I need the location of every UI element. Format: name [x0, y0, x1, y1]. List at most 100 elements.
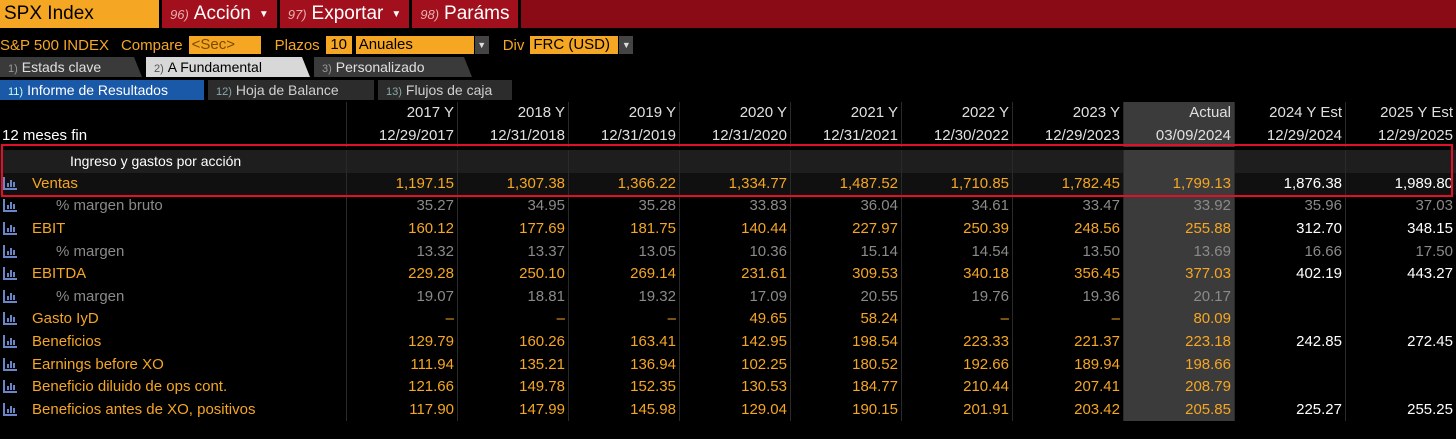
tab-flujos-caja[interactable]: 13) Flujos de caja — [378, 80, 512, 100]
value-cell: 225.27 — [1234, 398, 1345, 422]
table-row[interactable]: % margen 19.07 18.81 19.32 17.09 20.55 19.76 19… — [0, 285, 1456, 309]
table-row[interactable]: Beneficios 129.79 160.26 163.41 142.95 198.54… — [0, 330, 1456, 354]
bar-chart-icon[interactable] — [3, 357, 17, 371]
value-cell: 248.56 — [1012, 217, 1123, 241]
value-cell: – — [457, 308, 568, 331]
bar-chart-icon[interactable] — [3, 312, 17, 326]
value-cell: 13.69 — [1123, 240, 1234, 264]
tab-label: Informe de Resultados — [27, 82, 168, 98]
value-cell: 145.98 — [568, 398, 679, 422]
table-row[interactable]: Earnings before XO 111.94 135.21 136.94 102.… — [0, 353, 1456, 377]
secondary-tabs: 11) Informe de Resultados 12) Hoja de Bala… — [0, 80, 516, 100]
table-row[interactable]: Ventas 1,197.15 1,307.38 1,366.22 1,334.77 1,… — [0, 172, 1456, 196]
value-cell: 13.37 — [457, 240, 568, 264]
column-header-year: 2017 Y — [346, 102, 457, 125]
value-cell: – — [346, 308, 457, 331]
table-row[interactable]: % margen 13.32 13.37 13.05 10.36 15.14 14.54 13… — [0, 240, 1456, 264]
tab-estads-clave[interactable]: 1) Estads clave — [0, 57, 142, 77]
bar-chart-icon[interactable] — [3, 402, 17, 416]
value-cell: 312.70 — [1234, 217, 1345, 241]
header-row-dates: 12 meses fin 12/29/2017 12/31/2018 12/31/20… — [0, 124, 1456, 148]
value-cell: 20.17 — [1123, 285, 1234, 309]
row-label: Beneficio diluido de ops cont. — [32, 378, 228, 396]
menu-number: 98) — [420, 6, 440, 22]
table-row[interactable]: Beneficio diluido de ops cont. 121.66 149.… — [0, 376, 1456, 399]
tab-informe-resultados[interactable]: 11) Informe de Resultados — [0, 80, 204, 100]
value-cell: 443.27 — [1345, 263, 1456, 286]
row-label: % margen — [56, 287, 125, 305]
row-label: Gasto IyD — [32, 310, 99, 328]
value-cell: 33.92 — [1123, 195, 1234, 218]
tab-number: 3) — [322, 63, 332, 75]
tab-a-fundamental[interactable]: 2) A Fundamental — [146, 57, 310, 77]
index-name: S&P 500 INDEX — [0, 36, 109, 54]
value-cell: 1,366.22 — [568, 172, 679, 196]
table-row[interactable]: Beneficios antes de XO, positivos 117.90 1… — [0, 398, 1456, 422]
value-cell: 163.41 — [568, 330, 679, 354]
value-cell: 58.24 — [790, 308, 901, 331]
bar-chart-icon[interactable] — [3, 244, 17, 258]
bar-chart-icon[interactable] — [3, 334, 17, 348]
value-cell: 190.15 — [790, 398, 901, 422]
value-cell: 203.42 — [1012, 398, 1123, 422]
menu-label: Paráms — [444, 3, 510, 24]
value-cell: 269.14 — [568, 263, 679, 286]
bar-chart-icon[interactable] — [3, 380, 17, 394]
tab-hoja-balance[interactable]: 12) Hoja de Balance — [208, 80, 374, 100]
column-header-year: 2021 Y — [790, 102, 901, 125]
bar-chart-icon[interactable] — [3, 289, 17, 303]
value-cell: – — [901, 308, 1012, 331]
period-label: 12 meses fin — [2, 126, 88, 144]
value-cell: 130.53 — [679, 376, 790, 399]
value-cell — [1345, 376, 1456, 399]
value-cell: 17.09 — [679, 285, 790, 309]
column-header-year: 2023 Y — [1012, 102, 1123, 125]
bar-chart-icon[interactable] — [3, 267, 17, 281]
ticker-field[interactable]: SPX Index — [0, 0, 162, 28]
menu-number: 97) — [287, 6, 307, 22]
value-cell: 309.53 — [790, 263, 901, 286]
section-title: Ingreso y gastos por acción — [70, 153, 242, 170]
value-cell: 242.85 — [1234, 330, 1345, 354]
plazos-period-select[interactable]: Anuales — [355, 36, 474, 54]
table-row[interactable]: Gasto IyD – – –49.65 58.24– –80.09 — [0, 308, 1456, 331]
accion-menu-button[interactable]: 96) Acción ▼ — [162, 0, 280, 28]
bar-chart-icon[interactable] — [3, 199, 17, 213]
value-cell — [1345, 353, 1456, 377]
tab-personalizado[interactable]: 3) Personalizado — [314, 57, 472, 77]
value-cell: 160.12 — [346, 217, 457, 241]
value-cell: 140.44 — [679, 217, 790, 241]
table-row[interactable]: % margen bruto 35.27 34.95 35.28 33.83 36.04 3… — [0, 195, 1456, 218]
section-row: Ingreso y gastos por acción — [0, 150, 1456, 173]
compare-field[interactable]: <Sec> — [188, 36, 261, 54]
value-cell — [1345, 308, 1456, 331]
value-cell: 192.66 — [901, 353, 1012, 377]
column-header-date: 12/29/2023 — [1012, 124, 1123, 148]
table-row[interactable]: EBIT 160.12 177.69 181.75 140.44 227.97 250.39… — [0, 217, 1456, 241]
column-header-date: 03/09/2024 — [1123, 124, 1234, 148]
table-cell — [1123, 150, 1234, 173]
value-cell: 136.94 — [568, 353, 679, 377]
value-cell: 1,782.45 — [1012, 172, 1123, 196]
value-cell — [1234, 376, 1345, 399]
value-cell: 201.91 — [901, 398, 1012, 422]
chevron-down-icon[interactable]: ▼ — [474, 36, 489, 54]
value-cell: 19.32 — [568, 285, 679, 309]
column-header-year: Actual — [1123, 102, 1234, 125]
exportar-menu-button[interactable]: 97) Exportar ▼ — [279, 0, 413, 28]
plazos-count-field[interactable]: 10 — [325, 36, 352, 54]
currency-select[interactable]: FRC (USD) — [530, 36, 619, 54]
params-menu-button[interactable]: 98) Paráms — [412, 0, 521, 28]
chevron-down-icon[interactable]: ▼ — [619, 36, 634, 54]
column-header-date: 12/31/2021 — [790, 124, 901, 148]
table-cell — [1012, 150, 1123, 173]
value-cell: 147.99 — [457, 398, 568, 422]
income-statement-table: 2017 Y 2018 Y 2019 Y 2020 Y 2021 Y 2022 Y 2023… — [0, 102, 1456, 422]
menu-label: Acción — [193, 3, 251, 24]
bar-chart-icon[interactable] — [3, 221, 17, 235]
value-cell: 223.18 — [1123, 330, 1234, 354]
table-cell — [1234, 150, 1345, 173]
table-row[interactable]: EBITDA 229.28 250.10 269.14 231.61 309.53 340.… — [0, 263, 1456, 286]
value-cell: 13.50 — [1012, 240, 1123, 264]
bar-chart-icon[interactable] — [3, 176, 17, 190]
